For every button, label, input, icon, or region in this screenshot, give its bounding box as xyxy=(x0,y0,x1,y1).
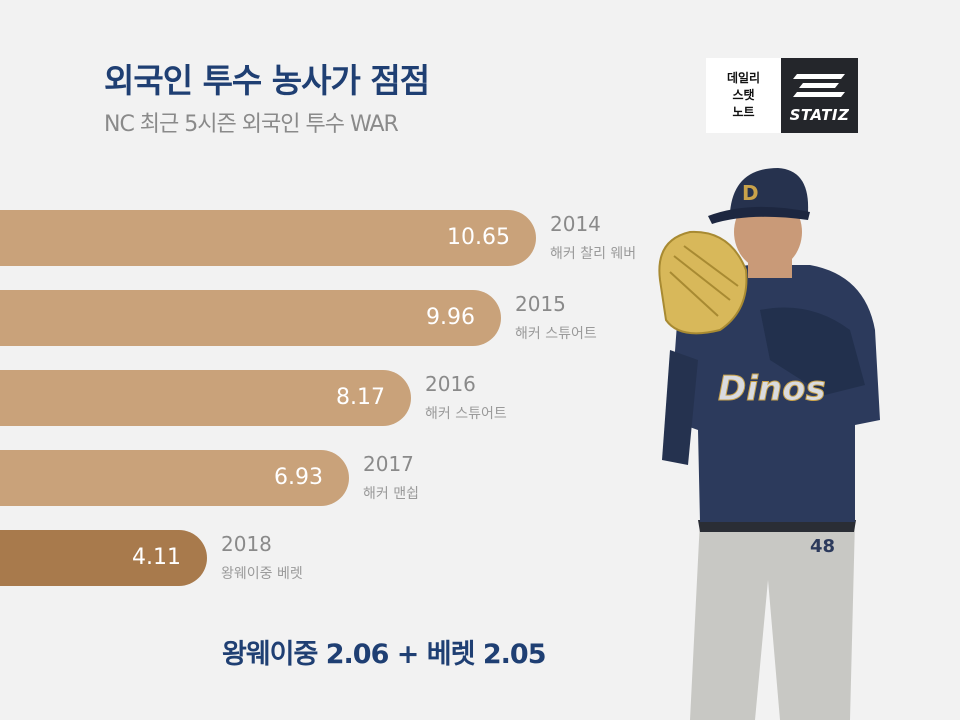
statiz-logo: 데일리 스탯 노트 STATIZ xyxy=(706,58,858,133)
player-names-label: 왕웨이중 베렛 xyxy=(221,566,303,582)
player-names-label: 해커 맨쉽 xyxy=(363,486,419,502)
statiz-brand: STATIZ xyxy=(781,58,858,133)
speed-lines-icon xyxy=(792,74,845,97)
bar-2018 xyxy=(0,530,207,586)
bar-2015 xyxy=(0,290,501,346)
bar-value-label: 4.11 xyxy=(132,545,181,570)
pitcher-illustration: Dinos D 48 xyxy=(658,168,880,720)
year-label: 2014 xyxy=(550,212,601,236)
bar-value-label: 6.93 xyxy=(274,465,323,490)
bar-value-label: 9.96 xyxy=(426,305,475,330)
bar-value-label: 10.65 xyxy=(447,225,510,250)
bar-2016 xyxy=(0,370,411,426)
logo-line: 데일리 xyxy=(726,71,761,85)
bar-2017 xyxy=(0,450,349,506)
year-label: 2016 xyxy=(425,372,476,396)
player-names-label: 해커 스튜어트 xyxy=(425,406,507,422)
player-names-label: 해커 스튜어트 xyxy=(515,326,597,342)
logo-line: 노트 xyxy=(732,105,755,119)
svg-text:D: D xyxy=(742,181,759,205)
svg-text:Dinos: Dinos xyxy=(718,369,826,409)
year-label: 2015 xyxy=(515,292,566,316)
year-label: 2018 xyxy=(221,532,272,556)
bar-value-label: 8.17 xyxy=(336,385,385,410)
daily-stat-note-logo: 데일리 스탯 노트 xyxy=(706,58,781,133)
bar-2014 xyxy=(0,210,536,266)
footnote: 왕웨이중 2.06 + 베렛 2.05 xyxy=(222,639,546,670)
svg-text:48: 48 xyxy=(810,536,835,557)
brand-name: STATIZ xyxy=(789,106,850,124)
year-label: 2017 xyxy=(363,452,414,476)
player-names-label: 해커 찰리 웨버 xyxy=(550,246,637,262)
chart-title: 외국인 투수 농사가 점점 xyxy=(104,61,430,100)
chart-subtitle: NC 최근 5시즌 외국인 투수 WAR xyxy=(104,112,399,137)
logo-line: 스탯 xyxy=(732,88,755,102)
